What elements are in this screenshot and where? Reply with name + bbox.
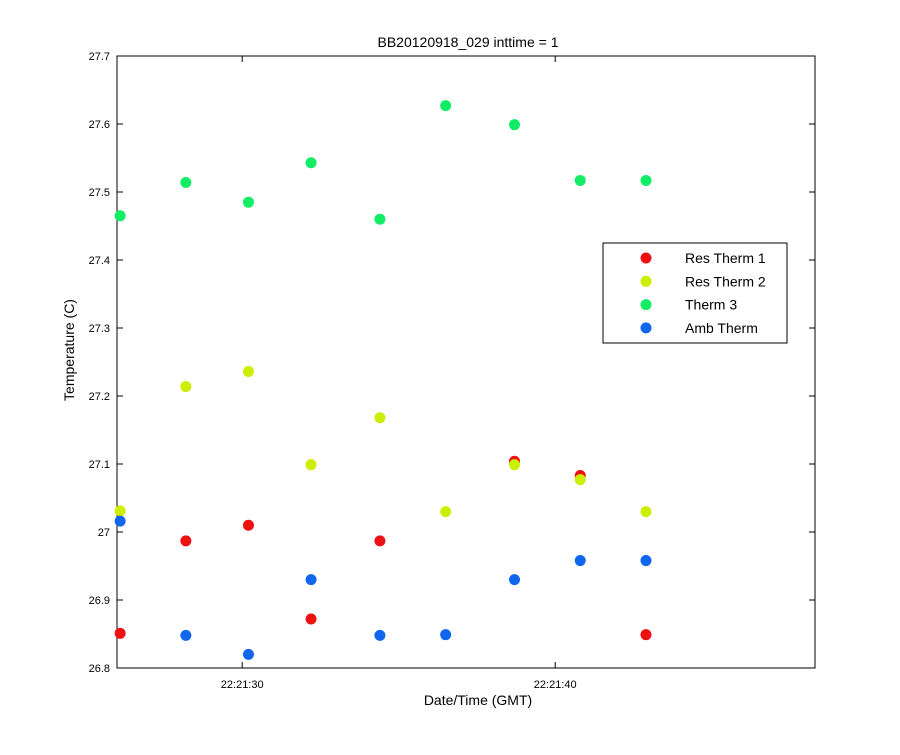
legend-marker-res-therm-1 bbox=[640, 252, 652, 264]
y-axis-label: Temperature (C) bbox=[61, 299, 77, 401]
data-point-amb-therm bbox=[640, 555, 652, 567]
legend: Res Therm 1 Res Therm 2 Therm 3 Amb Therm bbox=[602, 242, 788, 344]
data-point-therm-3 bbox=[305, 157, 317, 169]
data-point-amb-therm bbox=[305, 574, 317, 586]
y-tick-label: 27.7 bbox=[89, 51, 110, 63]
legend-label-res-therm-2: Res Therm 2 bbox=[685, 273, 766, 289]
data-point-res-therm-2 bbox=[509, 459, 521, 471]
legend-label-therm-3: Therm 3 bbox=[685, 297, 737, 313]
x-tick-label: 22:21:40 bbox=[534, 679, 577, 691]
data-point-amb-therm bbox=[242, 648, 254, 660]
data-point-res-therm-2 bbox=[242, 366, 254, 378]
data-point-therm-3 bbox=[114, 210, 126, 222]
y-tick-label: 27.2 bbox=[89, 391, 110, 403]
data-point-therm-3 bbox=[374, 213, 386, 225]
data-point-res-therm-1 bbox=[305, 613, 317, 625]
data-point-therm-3 bbox=[242, 196, 254, 208]
data-point-therm-3 bbox=[640, 174, 652, 186]
plot-frame bbox=[116, 55, 816, 669]
y-tick-label: 26.8 bbox=[89, 663, 110, 675]
data-point-amb-therm bbox=[509, 574, 521, 586]
data-point-res-therm-1 bbox=[114, 627, 126, 639]
legend-marker-therm-3 bbox=[640, 299, 652, 311]
y-tick-label: 27.5 bbox=[89, 187, 110, 199]
legend-marker-res-therm-2 bbox=[640, 275, 652, 287]
data-point-therm-3 bbox=[440, 100, 452, 112]
x-axis-label: Date/Time (GMT) bbox=[424, 692, 532, 708]
y-tick-label: 27.1 bbox=[89, 459, 110, 471]
data-point-amb-therm bbox=[574, 555, 586, 567]
data-point-amb-therm bbox=[114, 515, 126, 527]
data-point-res-therm-2 bbox=[574, 474, 586, 486]
data-point-res-therm-2 bbox=[440, 506, 452, 518]
data-point-res-therm-2 bbox=[305, 459, 317, 471]
y-tick-label: 27.4 bbox=[89, 255, 110, 267]
data-point-therm-3 bbox=[574, 174, 586, 186]
y-tick-label: 27.6 bbox=[89, 119, 110, 131]
y-tick-label: 27 bbox=[98, 527, 110, 539]
data-point-res-therm-1 bbox=[640, 629, 652, 641]
data-point-res-therm-1 bbox=[180, 535, 192, 547]
x-tick-label: 22:21:30 bbox=[221, 679, 264, 691]
data-point-res-therm-2 bbox=[374, 412, 386, 424]
data-point-res-therm-1 bbox=[374, 535, 386, 547]
legend-marker-amb-therm bbox=[640, 322, 652, 334]
plot-area: 26.8 26.9 27 27.1 27.2 27.3 27.4 27.5 27.6 27.7 22… bbox=[89, 51, 816, 691]
data-point-amb-therm bbox=[440, 629, 452, 641]
data-point-res-therm-2 bbox=[180, 380, 192, 392]
data-point-therm-3 bbox=[180, 176, 192, 188]
data-point-res-therm-1 bbox=[242, 519, 254, 531]
data-point-amb-therm bbox=[374, 629, 386, 641]
y-tick-label: 26.9 bbox=[89, 595, 110, 607]
chart-title: BB20120918_029 inttime = 1 bbox=[378, 34, 559, 50]
y-tick-label: 27.3 bbox=[89, 323, 110, 335]
data-point-amb-therm bbox=[180, 629, 192, 641]
data-point-res-therm-2 bbox=[114, 505, 126, 517]
legend-label-res-therm-1: Res Therm 1 bbox=[685, 250, 766, 266]
data-point-res-therm-2 bbox=[640, 506, 652, 518]
data-point-therm-3 bbox=[509, 119, 521, 131]
legend-label-amb-therm: Amb Therm bbox=[685, 320, 758, 336]
legend-box bbox=[602, 242, 788, 344]
